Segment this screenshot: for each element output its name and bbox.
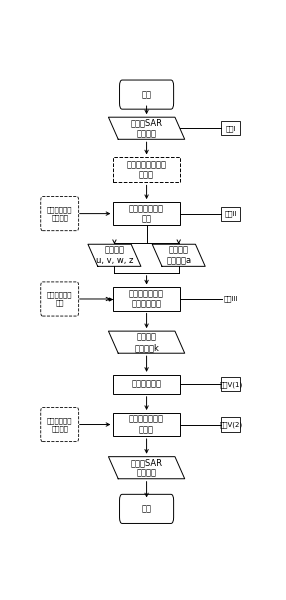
- Text: 步骤V(2): 步骤V(2): [219, 421, 242, 428]
- Bar: [221, 121, 240, 135]
- Text: 步骤II: 步骤II: [225, 211, 237, 217]
- Text: 干扰因子
u, v, w, z: 干扰因子 u, v, w, z: [96, 245, 133, 265]
- Bar: [221, 377, 240, 391]
- Text: 天线方向图的曲
线拟合: 天线方向图的曲 线拟合: [129, 415, 164, 434]
- Text: 完成: 完成: [142, 505, 152, 514]
- FancyBboxPatch shape: [120, 80, 174, 109]
- Text: 若干三面角反
射器: 若干三面角反 射器: [47, 292, 72, 306]
- Bar: [221, 418, 240, 431]
- Bar: [221, 206, 240, 221]
- Polygon shape: [108, 331, 185, 353]
- FancyBboxPatch shape: [41, 197, 79, 230]
- Bar: [113, 202, 180, 225]
- Polygon shape: [88, 244, 141, 266]
- Polygon shape: [108, 117, 185, 139]
- Bar: [113, 287, 180, 311]
- Text: 步骤III: 步骤III: [224, 296, 238, 302]
- Text: 开始: 开始: [142, 90, 152, 99]
- Text: 全极化SAR
定标数据: 全极化SAR 定标数据: [131, 458, 162, 478]
- Text: 极化通道
不平衡度k: 极化通道 不平衡度k: [134, 332, 159, 352]
- Text: 分布式极化平衡
定标: 分布式极化平衡 定标: [129, 204, 164, 223]
- Text: 步骤V(1): 步骤V(1): [219, 381, 243, 388]
- Text: 场景中的自然
分布地物: 场景中的自然 分布地物: [47, 206, 72, 221]
- Bar: [113, 375, 180, 394]
- Bar: [113, 157, 180, 182]
- Text: 自适应极化通道
不平衡度定标: 自适应极化通道 不平衡度定标: [129, 289, 164, 308]
- Text: 收发通道
不平衡度a: 收发通道 不平衡度a: [166, 245, 191, 265]
- Text: 步骤I: 步骤I: [226, 125, 236, 131]
- Text: 全极化SAR
观测数据: 全极化SAR 观测数据: [131, 119, 162, 138]
- Bar: [113, 413, 180, 436]
- Text: 二阶极化干扰模型
的建立: 二阶极化干扰模型 的建立: [127, 160, 166, 179]
- FancyBboxPatch shape: [120, 494, 174, 523]
- FancyBboxPatch shape: [41, 407, 79, 442]
- Polygon shape: [152, 244, 205, 266]
- Text: 总功率图生成: 总功率图生成: [132, 380, 162, 389]
- Polygon shape: [108, 457, 185, 479]
- FancyBboxPatch shape: [41, 282, 79, 316]
- Text: 场景中的自然
分布地物: 场景中的自然 分布地物: [47, 418, 72, 431]
